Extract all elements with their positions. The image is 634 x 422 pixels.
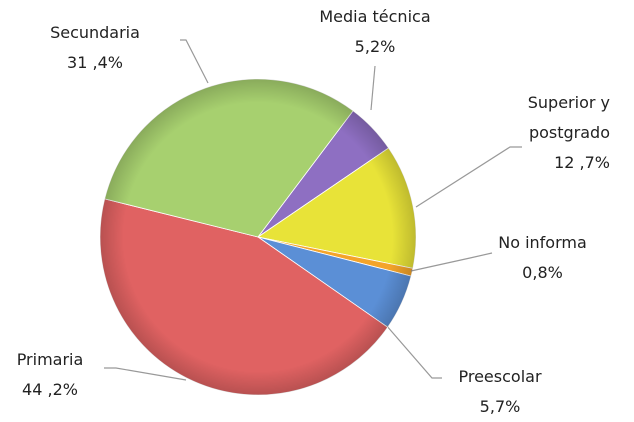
leader-line bbox=[410, 252, 493, 272]
value-label: 5,2% bbox=[354, 37, 396, 56]
value-label: 44 ,2% bbox=[22, 380, 78, 399]
category-name: Preescolar bbox=[458, 367, 542, 386]
leader-line bbox=[415, 146, 522, 208]
category-name: Superior y postgrado bbox=[527, 93, 610, 142]
leader-line bbox=[385, 324, 442, 379]
slice-label: No informa 0,8% bbox=[480, 228, 605, 288]
leader-line bbox=[370, 65, 376, 111]
leader-line bbox=[180, 39, 209, 84]
slice-label: Superior y postgrado 12 ,7% bbox=[500, 88, 610, 178]
value-label: 0,8% bbox=[522, 263, 563, 282]
value-label: 12 ,7% bbox=[554, 153, 610, 172]
slice-label: Preescolar 5,7% bbox=[440, 362, 560, 422]
value-label: 5,7% bbox=[479, 397, 521, 416]
slice-label: Secundaria 31 ,4% bbox=[40, 18, 150, 78]
category-name: Media técnica bbox=[319, 7, 431, 26]
slice-label: Primaria 44 ,2% bbox=[0, 345, 100, 405]
category-name: Secundaria bbox=[50, 23, 140, 42]
value-label: 31 ,4% bbox=[67, 53, 123, 72]
category-name: No informa bbox=[498, 233, 587, 252]
slice-label: Media técnica 5,2% bbox=[300, 2, 450, 62]
category-name: Primaria bbox=[16, 350, 84, 369]
